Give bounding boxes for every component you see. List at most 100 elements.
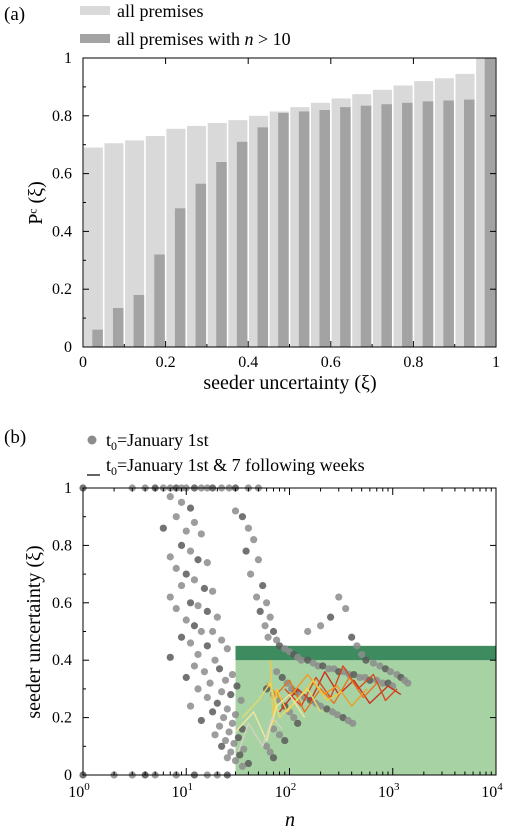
bar-filtered-12: [340, 107, 351, 347]
scatter-point-102: [238, 513, 247, 521]
legend-label-filtered: all premises with n > 10: [117, 29, 291, 49]
scatter-point-93: [218, 742, 226, 750]
scatter-point-33: [159, 524, 167, 532]
scatter-point-185: [404, 679, 412, 687]
legend-traces-sub: 0: [111, 464, 117, 478]
chart-b-ytick-label-5: 1: [64, 480, 72, 497]
chart-a-plot-area: 00 0.2 0.2 0.4 0.4 0.6 0.6 0.8 0.8 1 1: [52, 50, 500, 371]
scatter-point-83: [219, 714, 228, 722]
scatter-point-40: [203, 559, 211, 567]
scatter-point-39: [194, 556, 202, 564]
scatter-point-56: [209, 627, 217, 636]
scatter-point-86: [215, 722, 224, 730]
scatter-point-54: [190, 622, 199, 630]
chart-a-x-axis-label: seeder uncertainty (ξ): [203, 372, 376, 394]
scatter-point-38: [166, 553, 174, 561]
scatter-point-111: [256, 607, 264, 616]
chart-b-ytick-label-4: 0.8: [52, 537, 72, 554]
scatter-point-161: [290, 714, 298, 722]
bar-filtered-17: [443, 100, 454, 347]
chart-b-xtick-exponent: 2: [291, 781, 297, 793]
scatter-point-127: [325, 665, 333, 673]
scatter-point-70: [221, 676, 230, 684]
scatter-point-57: [177, 633, 186, 641]
scatter-point-176: [358, 650, 366, 659]
chart-a-ytick-label-0: 0: [64, 339, 72, 356]
scatter-point-41: [172, 564, 180, 572]
scatter-point-29: [177, 498, 186, 506]
chart-b-xtick-base: 10: [68, 784, 84, 801]
scatter-point-62: [194, 650, 202, 659]
scatter-point-60: [203, 642, 211, 650]
trace-line-6: [234, 693, 306, 742]
scatter-point-163: [269, 725, 278, 733]
scatter-point-30: [186, 504, 195, 512]
panel-b-label: (b): [4, 427, 26, 448]
scatter-point-107: [247, 570, 255, 578]
scatter-point-117: [275, 642, 284, 650]
scatter-point-88: [225, 728, 233, 736]
chart-a-xtick-label-5: 1: [492, 354, 500, 371]
scatter-point-59: [186, 639, 195, 647]
legend-swatch-filtered: [80, 34, 110, 43]
chart-b-xtick-label-3: 103: [378, 781, 400, 801]
bar-filtered-5: [195, 183, 207, 347]
chart-b-xtick-exponent: 3: [394, 781, 400, 793]
scatter-point-141: [278, 673, 286, 682]
chart-a-ytick-label-4: 0.8: [52, 108, 72, 125]
chart-b-y-axis-label: seeder uncertainty (ξ): [23, 545, 45, 718]
bar-filtered-9: [278, 112, 289, 347]
scatter-point-104: [250, 536, 258, 544]
scatter-point-52: [213, 613, 221, 621]
panel-b-legend: t0=January 1st t0=January 1st & 7 follow…: [87, 430, 365, 478]
scatter-point-65: [190, 662, 199, 670]
chart-a-ytick-label-5: 1: [64, 50, 72, 67]
scatter-point-84: [197, 716, 205, 725]
chart-a-xtick-label-4: 0.8: [403, 354, 423, 371]
scatter-point-95: [227, 748, 235, 756]
scatter-point-45: [200, 584, 209, 593]
scatter-point-169: [335, 593, 343, 601]
scatter-point-103: [244, 524, 253, 532]
scatter-point-73: [194, 685, 202, 693]
scatter-point-51: [203, 607, 211, 616]
chart-b-xtick-base: 10: [378, 784, 394, 801]
legend-swatch-all-premises: [80, 6, 110, 15]
scatter-point-181: [386, 668, 395, 676]
panel-a-legend: all premises all premises with n > 10: [80, 1, 291, 49]
scatter-point-135: [366, 676, 374, 684]
scatter-point-123: [304, 656, 312, 664]
scatter-point-109: [252, 593, 261, 601]
scatter-point-32: [190, 518, 199, 527]
legend-scatter-sub: 0: [111, 439, 117, 453]
bar-filtered-18: [464, 99, 475, 347]
trace-line-1: [284, 665, 398, 707]
chart-a-ytick-label-3: 0.6: [52, 166, 72, 183]
scatter-point-53: [182, 616, 190, 624]
scatter-point-150: [323, 705, 331, 713]
chart-b-ytick-label-3: 0.6: [52, 595, 72, 612]
scatter-point-174: [348, 633, 356, 641]
scatter-point-113: [261, 622, 269, 630]
scatter-point-106: [254, 556, 263, 564]
scatter-point-100: [238, 762, 247, 770]
scatter-point-140: [273, 668, 281, 676]
chart-a-xtick-label-2: 0.4: [238, 354, 258, 371]
legend-label-all-premises: all premises: [117, 1, 203, 21]
scatter-point-171: [326, 613, 335, 621]
scatter-point-48: [186, 599, 195, 607]
scatter-point-152: [333, 711, 341, 719]
chart-b-ytick-label-1: 0.2: [52, 710, 72, 727]
chart-b-xtick-label-1: 101: [172, 781, 194, 801]
legend-filtered-suffix: > 10: [253, 29, 290, 49]
scatter-point-74: [218, 688, 226, 696]
chart-b-xtick-base: 10: [172, 784, 188, 801]
chart-b-xtick-base: 10: [275, 784, 291, 801]
chart-a-xtick-label-3: 0.6: [321, 354, 341, 371]
scatter-point-49: [194, 602, 202, 610]
scatter-point-94: [240, 745, 248, 753]
scatter-point-78: [213, 699, 221, 707]
scatter-point-137: [379, 679, 387, 687]
